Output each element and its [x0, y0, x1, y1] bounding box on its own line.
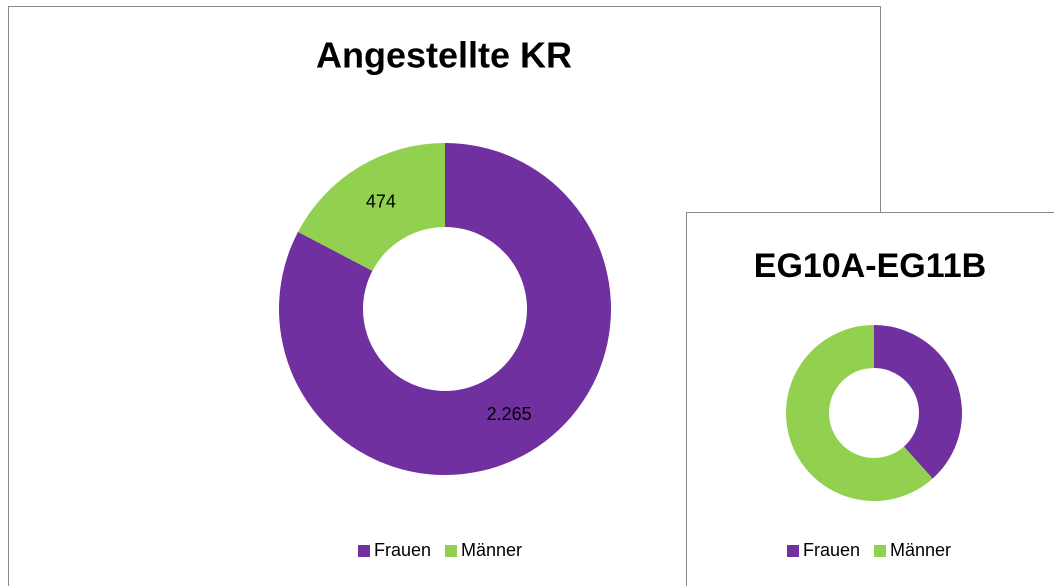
chart-title: Angestellte KR	[316, 35, 572, 76]
donut-slice	[874, 325, 962, 479]
data-label: 2.265	[487, 404, 532, 424]
legend-label: Männer	[890, 540, 951, 560]
legend-label: Frauen	[803, 540, 860, 560]
legend-swatch	[445, 545, 457, 557]
donut-slice	[298, 143, 445, 271]
legend-swatch	[787, 545, 799, 557]
chart-title: EG10A-EG11B	[754, 247, 986, 285]
legend-swatch	[874, 545, 886, 557]
legend-label: Frauen	[374, 540, 431, 560]
legend-swatch	[358, 545, 370, 557]
donut-slice	[278, 143, 611, 475]
donut-slice	[785, 325, 933, 502]
chart-frame	[686, 212, 1054, 586]
legend-label: Männer	[461, 540, 522, 560]
chart: EG10A-EG11B Frauen Männer	[686, 212, 1054, 586]
data-label: 474	[366, 192, 396, 212]
